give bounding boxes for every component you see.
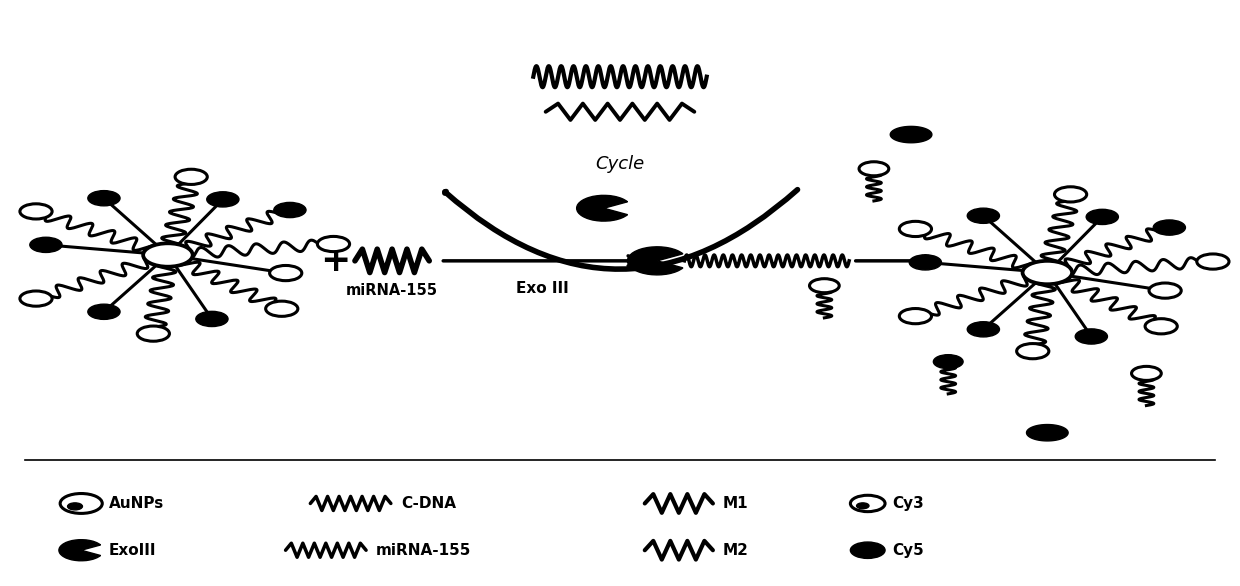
Circle shape bbox=[851, 542, 885, 558]
Circle shape bbox=[1034, 266, 1047, 272]
Circle shape bbox=[1145, 319, 1177, 334]
Text: Exo III: Exo III bbox=[516, 281, 568, 296]
Circle shape bbox=[1054, 187, 1086, 202]
Circle shape bbox=[1075, 329, 1107, 344]
Circle shape bbox=[1132, 366, 1162, 380]
Circle shape bbox=[857, 503, 869, 509]
Text: Cy5: Cy5 bbox=[893, 543, 924, 558]
Circle shape bbox=[967, 322, 999, 337]
Circle shape bbox=[207, 192, 239, 207]
Text: AuNPs: AuNPs bbox=[108, 496, 164, 511]
Circle shape bbox=[967, 208, 999, 223]
Circle shape bbox=[810, 279, 839, 293]
Text: M2: M2 bbox=[723, 543, 749, 558]
Text: C-DNA: C-DNA bbox=[401, 496, 456, 511]
Circle shape bbox=[859, 162, 889, 176]
Circle shape bbox=[30, 237, 62, 253]
Circle shape bbox=[196, 311, 228, 326]
Circle shape bbox=[1017, 343, 1049, 359]
Text: Cycle: Cycle bbox=[595, 155, 645, 173]
Circle shape bbox=[899, 309, 931, 323]
Circle shape bbox=[154, 248, 166, 254]
Text: miRNA-155: miRNA-155 bbox=[346, 282, 438, 298]
Circle shape bbox=[1197, 254, 1229, 269]
Circle shape bbox=[20, 291, 52, 306]
FancyArrowPatch shape bbox=[445, 190, 797, 269]
Circle shape bbox=[1149, 283, 1182, 298]
Text: Cy3: Cy3 bbox=[893, 496, 924, 511]
Circle shape bbox=[1153, 220, 1185, 235]
Polygon shape bbox=[890, 127, 932, 143]
Circle shape bbox=[934, 355, 963, 369]
Circle shape bbox=[138, 326, 170, 341]
Text: +: + bbox=[320, 244, 351, 278]
Text: M1: M1 bbox=[723, 496, 749, 511]
Circle shape bbox=[20, 204, 52, 219]
Wedge shape bbox=[60, 540, 100, 561]
Circle shape bbox=[88, 190, 120, 206]
Wedge shape bbox=[627, 247, 683, 275]
Circle shape bbox=[67, 503, 82, 510]
Circle shape bbox=[88, 304, 120, 319]
Text: miRNA-155: miRNA-155 bbox=[376, 543, 471, 558]
Circle shape bbox=[899, 222, 931, 237]
Circle shape bbox=[61, 493, 102, 513]
Circle shape bbox=[851, 495, 885, 512]
Circle shape bbox=[269, 265, 301, 281]
Circle shape bbox=[317, 236, 350, 251]
Circle shape bbox=[909, 255, 941, 270]
Polygon shape bbox=[1027, 424, 1068, 441]
Circle shape bbox=[1023, 261, 1073, 284]
Circle shape bbox=[1086, 209, 1118, 224]
Circle shape bbox=[143, 243, 192, 267]
Text: ExoIII: ExoIII bbox=[108, 543, 156, 558]
Wedge shape bbox=[577, 195, 627, 221]
Circle shape bbox=[175, 169, 207, 185]
Circle shape bbox=[274, 202, 306, 217]
Circle shape bbox=[265, 301, 298, 316]
